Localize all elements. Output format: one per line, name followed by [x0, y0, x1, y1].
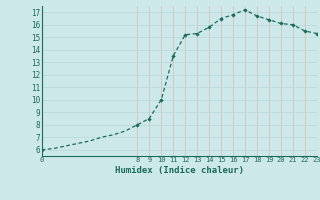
X-axis label: Humidex (Indice chaleur): Humidex (Indice chaleur) — [115, 166, 244, 175]
